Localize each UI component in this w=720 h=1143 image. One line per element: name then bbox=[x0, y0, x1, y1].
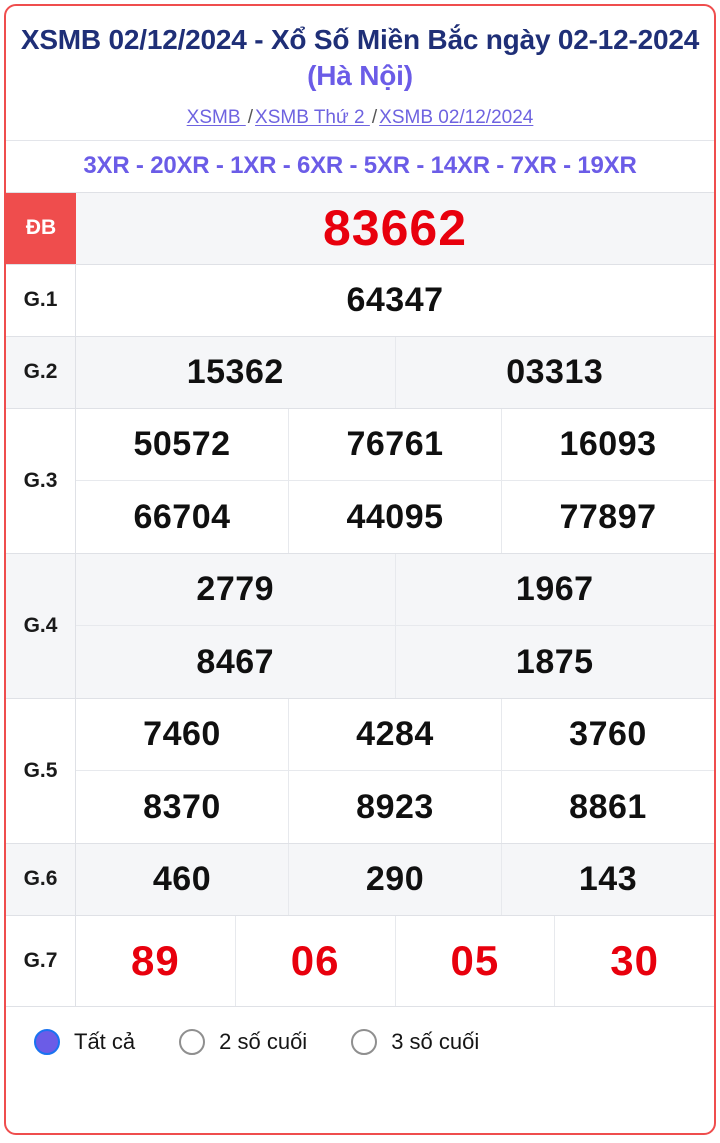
breadcrumb-separator-2: / bbox=[371, 107, 378, 129]
result-row-db: ĐB 83662 bbox=[6, 192, 714, 265]
result-row-g5: G.5 7460 4284 3760 8370 8923 8861 bbox=[6, 698, 714, 844]
result-number: 15362 bbox=[186, 352, 284, 391]
filter-option-label: Tất cả bbox=[74, 1028, 136, 1054]
result-number: 50572 bbox=[133, 425, 231, 464]
result-row-body: 83662 bbox=[76, 193, 714, 264]
result-subrow: 64347 bbox=[76, 265, 714, 336]
result-row-label-g1: G.1 bbox=[6, 264, 76, 336]
filter-option-2[interactable]: 3 số cuối bbox=[351, 1028, 480, 1055]
result-number: 76761 bbox=[288, 408, 501, 481]
result-number: 460 bbox=[152, 859, 212, 898]
result-row-body: 15362 03313 bbox=[76, 336, 715, 408]
result-row-g4: G.4 2779 1967 8467 1875 bbox=[6, 553, 715, 699]
result-row-label-g4: G.4 bbox=[6, 553, 76, 698]
result-number: 3760 bbox=[501, 698, 714, 771]
result-row-body: 89 06 05 30 bbox=[76, 915, 714, 1006]
result-row-label-g6: G.6 bbox=[6, 843, 76, 915]
filter-option-1[interactable]: 2 số cuối bbox=[179, 1028, 308, 1055]
page-title: XSMB 02/12/2024 - Xổ Số Miền Bắc ngày 02… bbox=[20, 22, 700, 93]
result-subrow: 2779 1967 bbox=[76, 553, 715, 626]
result-number: 1967 bbox=[394, 553, 715, 626]
result-number: 30 bbox=[554, 915, 714, 1006]
result-number: 1875 bbox=[394, 626, 715, 698]
result-row-g2: G.2 15362 03313 bbox=[6, 336, 715, 409]
result-number: 2779 bbox=[196, 570, 275, 609]
result-number: 64347 bbox=[346, 280, 444, 319]
results-table: ĐB 83662 G.1 64347 G.2 15362 03313 G.3 50572 7676… bbox=[6, 191, 715, 1007]
result-row-body: 50572 76761 16093 66704 44095 77897 bbox=[76, 408, 714, 553]
result-row-label-g7: G.7 bbox=[6, 915, 76, 1006]
filter-option-label: 3 số cuối bbox=[391, 1028, 480, 1054]
breadcrumb: XSMB / XSMB Thứ 2 /XSMB 02/12/2024 bbox=[20, 107, 700, 130]
result-number: 83662 bbox=[322, 200, 468, 257]
radio-icon[interactable] bbox=[179, 1028, 206, 1055]
result-number: 7460 bbox=[143, 715, 221, 754]
result-number: 44095 bbox=[288, 481, 501, 553]
result-number: 8467 bbox=[196, 642, 275, 681]
result-number: 03313 bbox=[394, 336, 715, 408]
result-number: 06 bbox=[234, 915, 395, 1006]
result-subrow: 15362 03313 bbox=[76, 336, 715, 408]
breadcrumb-item-xsmb[interactable]: XSMB bbox=[186, 107, 246, 129]
result-number: 77897 bbox=[501, 481, 714, 553]
result-number: 143 bbox=[501, 843, 714, 915]
filter-option-label: 2 số cuối bbox=[219, 1028, 308, 1054]
result-subrow: 50572 76761 16093 bbox=[76, 408, 714, 481]
result-subrow: 7460 4284 3760 bbox=[76, 698, 714, 771]
result-row-body: 460 290 143 bbox=[76, 843, 714, 915]
result-number: 8923 bbox=[288, 771, 501, 843]
result-subrow: 8467 1875 bbox=[76, 625, 714, 698]
result-row-label-g3: G.3 bbox=[6, 408, 76, 553]
breadcrumb-separator-1: / bbox=[247, 107, 254, 129]
radio-icon[interactable] bbox=[34, 1028, 60, 1055]
result-number: 89 bbox=[131, 936, 180, 984]
result-number: 8370 bbox=[143, 787, 221, 826]
result-subrow: 83662 bbox=[76, 193, 714, 264]
result-number: 16093 bbox=[501, 408, 714, 481]
lottery-result-card: XSMB 02/12/2024 - Xổ Số Miền Bắc ngày 02… bbox=[4, 4, 716, 1135]
result-row-g1: G.1 64347 bbox=[6, 264, 714, 337]
result-subrow: 8370 8923 8861 bbox=[76, 770, 714, 843]
result-row-label-g2: G.2 bbox=[6, 336, 76, 408]
result-number: 290 bbox=[288, 843, 501, 915]
page-header: XSMB 02/12/2024 - Xổ Số Miền Bắc ngày 02… bbox=[6, 6, 714, 140]
result-subrow: 89 06 05 30 bbox=[76, 915, 714, 1006]
breadcrumb-item-thu-2[interactable]: XSMB Thứ 2 bbox=[255, 107, 370, 129]
result-number: 05 bbox=[394, 915, 555, 1006]
result-row-g7: G.7 89 06 05 30 bbox=[6, 915, 714, 1007]
result-row-body: 2779 1967 8467 1875 bbox=[76, 553, 715, 698]
filter-option-0[interactable]: Tất cả bbox=[34, 1028, 136, 1055]
result-subrow: 460 290 143 bbox=[76, 843, 714, 915]
result-row-g3: G.3 50572 76761 16093 66704 44095 77897 bbox=[6, 408, 714, 554]
xr-summary-strip: 3XR - 20XR - 1XR - 6XR - 5XR - 14XR - 7X… bbox=[6, 139, 714, 192]
result-row-label-db: ĐB bbox=[6, 192, 76, 264]
result-number: 4284 bbox=[288, 698, 501, 771]
result-row-label-g5: G.5 bbox=[6, 698, 76, 843]
page-title-city: (Hà Nội) bbox=[307, 59, 413, 91]
result-number: 8861 bbox=[501, 771, 714, 843]
result-number: 66704 bbox=[133, 497, 231, 536]
filter-radio-bar: Tất cả 2 số cuối 3 số cuối bbox=[6, 1007, 714, 1077]
radio-icon[interactable] bbox=[351, 1028, 378, 1055]
breadcrumb-item-date[interactable]: XSMB 02/12/2024 bbox=[379, 107, 534, 129]
result-row-body: 64347 bbox=[76, 265, 714, 336]
result-subrow: 66704 44095 77897 bbox=[76, 480, 714, 553]
result-row-body: 7460 4284 3760 8370 8923 8861 bbox=[76, 698, 714, 843]
page-title-main: XSMB 02/12/2024 - Xổ Số Miền Bắc ngày 02… bbox=[20, 24, 700, 55]
result-row-g6: G.6 460 290 143 bbox=[6, 843, 714, 916]
